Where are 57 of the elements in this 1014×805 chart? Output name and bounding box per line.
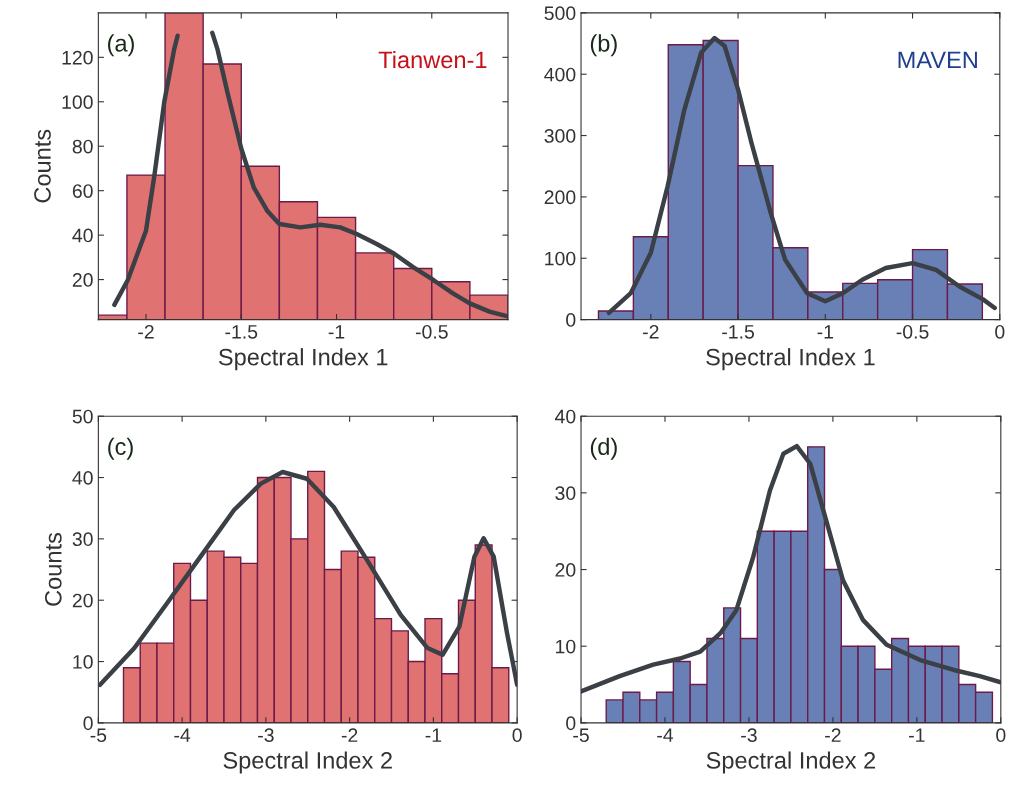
x-tick-label: -2 xyxy=(138,324,154,339)
x-tick-label: -1 xyxy=(817,325,834,339)
annotation: Tianwen-1 xyxy=(378,50,487,69)
y-tick-label: 50 xyxy=(72,409,93,424)
y-axis-title: Counts xyxy=(44,532,62,606)
y-tick-label: 100 xyxy=(62,95,93,110)
y-tick-label: 100 xyxy=(545,251,576,266)
x-tick-label: -2 xyxy=(643,324,659,339)
annotation: MAVEN xyxy=(898,51,977,69)
x-axis-title: Spectral Index 2 xyxy=(706,751,876,774)
x-tick-label: -1 xyxy=(909,728,925,742)
annotation: (d) xyxy=(590,437,617,460)
x-tick-label: 0 xyxy=(995,324,1005,339)
y-tick-label: 60 xyxy=(72,184,93,198)
x-tick-label: -0.5 xyxy=(415,324,448,339)
y-tick-label: 10 xyxy=(73,655,93,669)
x-tick-label: -3 xyxy=(741,728,757,743)
y-tick-label: 80 xyxy=(72,139,93,154)
y-tick-label: 40 xyxy=(554,409,576,424)
y-tick-label: 30 xyxy=(555,486,576,501)
x-axis-title: Spectral Index 2 xyxy=(223,751,392,774)
y-tick-label: 0 xyxy=(83,716,93,731)
y-tick-label: 400 xyxy=(544,67,576,82)
x-axis-title: Spectral Index 1 xyxy=(218,348,388,371)
y-tick-label: 20 xyxy=(555,563,576,577)
x-tick-label: -5 xyxy=(90,728,107,743)
x-tick-label: -4 xyxy=(174,728,191,742)
x-tick-label: 0 xyxy=(512,728,522,743)
x-axis-title: Spectral Index 1 xyxy=(706,348,875,371)
y-tick-label: 120 xyxy=(62,50,93,65)
x-tick-label: -0.5 xyxy=(896,324,929,339)
y-tick-label: 30 xyxy=(72,532,93,547)
x-tick-label: -1 xyxy=(425,728,442,742)
line-series xyxy=(98,469,518,688)
y-tick-label: 10 xyxy=(556,639,576,654)
annotation: (b) xyxy=(590,34,617,57)
y-tick-label: 40 xyxy=(72,228,93,243)
y-tick-label: 300 xyxy=(544,129,576,143)
x-tick-label: -5 xyxy=(573,728,589,743)
x-tick-label: 0 xyxy=(996,728,1006,743)
annotation: (a) xyxy=(108,34,134,57)
x-tick-label: -2 xyxy=(825,728,841,742)
x-tick-label: -2 xyxy=(341,728,358,742)
y-tick-label: 200 xyxy=(544,190,576,205)
y-axis-title: Counts xyxy=(34,129,51,203)
x-tick-label: -1.5 xyxy=(722,325,754,339)
y-tick-label: 40 xyxy=(72,470,93,485)
x-tick-label: -1 xyxy=(328,325,345,339)
y-tick-label: 20 xyxy=(72,273,93,287)
y-tick-label: 0 xyxy=(566,313,576,327)
y-tick-label: 500 xyxy=(544,6,576,21)
x-tick-label: -1.5 xyxy=(225,325,258,339)
x-tick-label: -4 xyxy=(657,728,674,742)
annotation: (c) xyxy=(108,437,133,460)
x-tick-label: -3 xyxy=(258,728,274,743)
y-tick-label: 20 xyxy=(72,593,93,608)
y-tick-label: 0 xyxy=(566,716,576,731)
